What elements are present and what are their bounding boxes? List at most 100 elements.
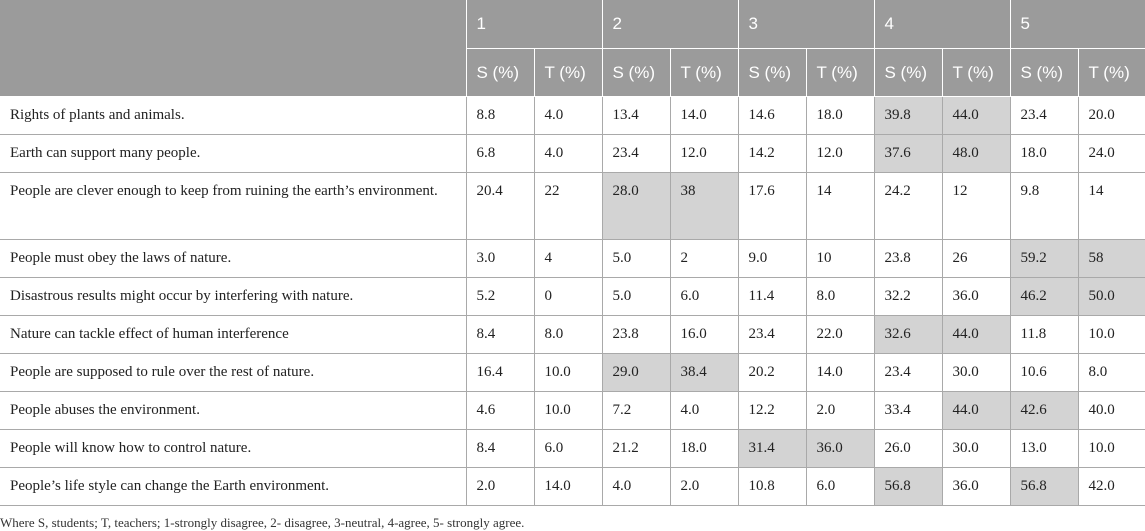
table-cell: 10.0 (533, 391, 602, 430)
table-cell: 11.4 (737, 277, 806, 316)
table-cell: 12.0 (669, 134, 738, 173)
table-row: Disastrous results might occur by interf… (0, 277, 1145, 316)
table-cell: 18.0 (805, 96, 874, 135)
table-cell: 12.0 (805, 134, 874, 173)
table-cell: 2.0 (805, 391, 874, 430)
table-cell: 42.0 (1077, 467, 1145, 506)
table-cell: 6.0 (805, 467, 874, 506)
table-cell: 18.0 (669, 429, 738, 468)
header-group-4: 4 (873, 0, 1010, 49)
table-cell: 0 (533, 277, 602, 316)
row-label: Nature can tackle effect of human interf… (0, 315, 466, 354)
table-cell: 2.0 (465, 467, 534, 506)
table-row: Earth can support many people. 6.8 4.0 23.4… (0, 134, 1145, 173)
header-sub-t: T (%) (1077, 48, 1145, 97)
table-cell: 10.0 (533, 353, 602, 392)
row-label: People will know how to control nature. (0, 429, 466, 468)
table-cell: 14 (1077, 172, 1145, 240)
table-cell: 13.0 (1009, 429, 1078, 468)
table-cell: 36.0 (805, 429, 874, 468)
table-cell: 14.0 (805, 353, 874, 392)
row-label: People must obey the laws of nature. (0, 239, 466, 278)
row-label: Disastrous results might occur by interf… (0, 277, 466, 316)
table-row: People’s life style can change the Earth… (0, 467, 1145, 506)
table-cell: 50.0 (1077, 277, 1145, 316)
table-cell: 24.0 (1077, 134, 1145, 173)
table-cell: 21.2 (601, 429, 670, 468)
table-cell: 8.8 (465, 96, 534, 135)
table-cell: 4.0 (533, 96, 602, 135)
header-group-5: 5 (1009, 0, 1145, 49)
row-label: People are clever enough to keep from ru… (0, 172, 466, 240)
table-cell: 22.0 (805, 315, 874, 354)
row-label: Rights of plants and animals. (0, 96, 466, 135)
table-cell: 29.0 (601, 353, 670, 392)
survey-table: 1 2 3 4 5 S (%) T (%) S (%) T (%) S (%) … (0, 0, 1145, 506)
table-header: 1 2 3 4 5 S (%) T (%) S (%) T (%) S (%) … (0, 0, 1145, 97)
row-label: People abuses the environment. (0, 391, 466, 430)
row-label: People are supposed to rule over the res… (0, 353, 466, 392)
table-cell: 56.8 (1009, 467, 1078, 506)
table-cell: 32.2 (873, 277, 942, 316)
header-sub-s: S (%) (1009, 48, 1078, 97)
table-cell: 8.0 (1077, 353, 1145, 392)
table-footnote: Where S, students; T, teachers; 1-strong… (0, 515, 525, 530)
table-cell: 44.0 (941, 315, 1010, 354)
table-cell: 2 (669, 239, 738, 278)
table-cell: 8.0 (533, 315, 602, 354)
table-cell: 4.0 (533, 134, 602, 173)
header-sub-t: T (%) (669, 48, 738, 97)
table-cell: 4 (533, 239, 602, 278)
header-sub-t: T (%) (941, 48, 1010, 97)
row-label: People’s life style can change the Earth… (0, 467, 466, 506)
header-sub-s: S (%) (737, 48, 806, 97)
table-cell: 22 (533, 172, 602, 240)
table-cell: 39.8 (873, 96, 942, 135)
table-cell: 32.6 (873, 315, 942, 354)
table-cell: 14.0 (669, 96, 738, 135)
table-cell: 9.0 (737, 239, 806, 278)
table-cell: 10.0 (1077, 315, 1145, 354)
table-cell: 42.6 (1009, 391, 1078, 430)
header-sub-s: S (%) (465, 48, 534, 97)
table-cell: 10.6 (1009, 353, 1078, 392)
table-cell: 16.4 (465, 353, 534, 392)
table-cell: 48.0 (941, 134, 1010, 173)
table-cell: 17.6 (737, 172, 806, 240)
table-cell: 23.8 (873, 239, 942, 278)
row-label: Earth can support many people. (0, 134, 466, 173)
table-cell: 38 (669, 172, 738, 240)
table-cell: 10 (805, 239, 874, 278)
table-cell: 2.0 (669, 467, 738, 506)
table-cell: 44.0 (941, 96, 1010, 135)
table-cell: 5.0 (601, 277, 670, 316)
table-cell: 31.4 (737, 429, 806, 468)
table-cell: 10.8 (737, 467, 806, 506)
table-cell: 13.4 (601, 96, 670, 135)
table-cell: 58 (1077, 239, 1145, 278)
table-cell: 44.0 (941, 391, 1010, 430)
table-cell: 5.0 (601, 239, 670, 278)
table-cell: 28.0 (601, 172, 670, 240)
table-cell: 12.2 (737, 391, 806, 430)
table-row: Nature can tackle effect of human interf… (0, 315, 1145, 354)
table-cell: 24.2 (873, 172, 942, 240)
header-group-2: 2 (601, 0, 738, 49)
table-cell: 23.4 (1009, 96, 1078, 135)
table-cell: 18.0 (1009, 134, 1078, 173)
table-cell: 26.0 (873, 429, 942, 468)
table-cell: 23.4 (873, 353, 942, 392)
table-cell: 6.8 (465, 134, 534, 173)
table-cell: 23.8 (601, 315, 670, 354)
table-cell: 40.0 (1077, 391, 1145, 430)
table-cell: 8.0 (805, 277, 874, 316)
table-cell: 23.4 (601, 134, 670, 173)
table-cell: 46.2 (1009, 277, 1078, 316)
table-cell: 6.0 (533, 429, 602, 468)
table-cell: 4.0 (669, 391, 738, 430)
header-group-1: 1 (465, 0, 602, 49)
table-body: Rights of plants and animals. 8.8 4.0 13.4 1… (0, 96, 1145, 506)
table-cell: 8.4 (465, 429, 534, 468)
header-group-3: 3 (737, 0, 874, 49)
table-cell: 30.0 (941, 353, 1010, 392)
